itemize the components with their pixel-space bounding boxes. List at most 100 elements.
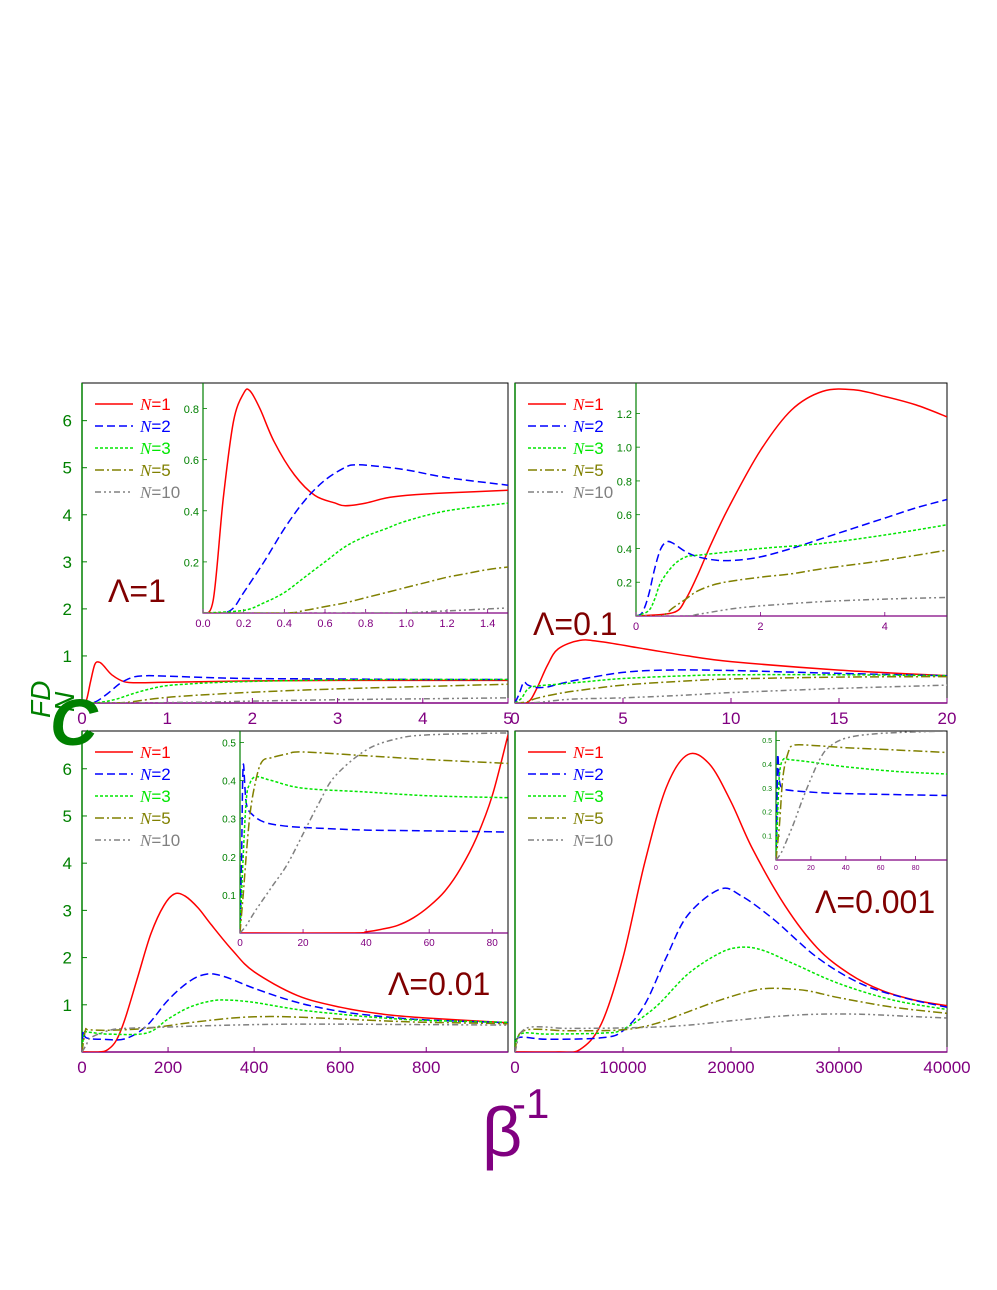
inset-y-tick-label: 0.5 — [222, 738, 236, 749]
legend-label-N10: N=10 — [572, 483, 613, 502]
x-tick-label: 0 — [510, 1058, 519, 1077]
inset-series-N10 — [203, 607, 508, 613]
x-tick-label: 0 — [77, 1058, 86, 1077]
panel-title: Λ=0.1 — [533, 606, 618, 642]
series-N2 — [515, 887, 947, 1052]
inset-x-tick-label: 4 — [882, 621, 888, 633]
x-axis-label: β — [482, 1093, 522, 1171]
x-tick-label: 20 — [938, 709, 957, 728]
inset-x-tick-label: 60 — [424, 938, 436, 949]
inset-y-tick-label: 0.2 — [617, 578, 632, 590]
panel-title: Λ=1 — [108, 573, 166, 609]
x-tick-label: 800 — [412, 1058, 440, 1077]
inset-y-tick-label: 0.1 — [762, 834, 772, 841]
legend-label-N2: N=2 — [572, 765, 604, 784]
series-N3 — [515, 946, 947, 1052]
y-tick-label: 6 — [63, 412, 72, 431]
inset-series-N5 — [636, 549, 947, 616]
inset-frame — [635, 382, 948, 617]
x-tick-label: 4 — [418, 709, 427, 728]
inset-series-N10 — [240, 732, 508, 933]
legend-label-N10: N=10 — [572, 831, 613, 850]
panel-2: 0 5 10 15 20 Λ=0.1 N=1 N=2 N=3 N=5 N=10 0 2 4 0.2 0.4 0.… — [510, 382, 957, 728]
x-tick-label: 0 — [510, 709, 519, 728]
inset-y-tick-label: 0.3 — [222, 815, 236, 826]
inset-y-tick-label: 0.8 — [617, 476, 632, 488]
legend-label-N3: N=3 — [572, 439, 604, 458]
inset-series-N1 — [203, 388, 508, 613]
series-N5 — [82, 1015, 508, 1052]
legend-label-N10: N=10 — [139, 831, 180, 850]
inset-x-tick-label: 0.2 — [236, 618, 251, 630]
inset-frame — [202, 382, 509, 614]
series-N10 — [515, 1013, 947, 1052]
x-tick-label: 1 — [162, 709, 171, 728]
inset-x-tick-label: 60 — [877, 865, 885, 872]
inset-series-N2 — [203, 464, 508, 613]
series-N2 — [515, 669, 947, 703]
inset-y-tick-label: 0.3 — [762, 786, 772, 793]
inset-x-tick-label: 20 — [297, 938, 309, 949]
y-tick-label: 2 — [63, 949, 72, 968]
inset-y-tick-label: 0.6 — [617, 510, 632, 522]
x-tick-label: 5 — [618, 709, 627, 728]
inset-y-tick-label: 0.4 — [617, 544, 632, 556]
inset-x-tick-label: 0 — [633, 621, 639, 633]
y-axis-label-superscript: FD — [25, 681, 56, 718]
inset-x-tick-label: 80 — [487, 938, 499, 949]
x-tick-label: 200 — [154, 1058, 182, 1077]
inset-x-tick-label: 0.8 — [358, 618, 373, 630]
legend-label-N2: N=2 — [139, 765, 171, 784]
legend-label-N1: N=1 — [139, 743, 171, 762]
legend-label-N5: N=5 — [572, 809, 604, 828]
inset-y-tick-label: 0.4 — [762, 762, 772, 769]
x-tick-label: 15 — [830, 709, 849, 728]
inset-y-tick-label: 0.4 — [184, 506, 199, 518]
y-axis-label: C — [50, 685, 99, 759]
legend-label-N2: N=2 — [572, 417, 604, 436]
y-tick-label: 5 — [63, 807, 72, 826]
inset-1: 0.0 0.2 0.4 0.6 0.8 1.0 1.2 1.4 0.2 0.4 0.6 0.8 — [184, 382, 509, 630]
inset-y-tick-label: 1.0 — [617, 443, 632, 455]
inset-series-N10 — [776, 731, 947, 860]
inset-series-N2 — [240, 763, 508, 933]
inset-y-tick-label: 0.2 — [222, 853, 236, 864]
inset-y-tick-label: 1.2 — [617, 409, 632, 421]
x-tick-label: 10 — [722, 709, 741, 728]
series-N5 — [82, 683, 508, 703]
inset-series-N5 — [240, 751, 508, 933]
y-tick-label: 3 — [63, 901, 72, 920]
series-N10 — [82, 1023, 508, 1052]
y-tick-label: 3 — [63, 553, 72, 572]
series-N10 — [515, 684, 947, 703]
y-axis-label-subscript: N — [49, 691, 80, 712]
x-tick-label: 2 — [248, 709, 257, 728]
panel-3: 0 200 400 600 800123456Λ=0.01N=1N=2N=3N=5N=1… — [63, 730, 509, 1077]
series-N1 — [515, 639, 947, 703]
series-N5 — [515, 675, 947, 703]
y-tick-label: 1 — [63, 647, 72, 666]
y-tick-label: 6 — [63, 760, 72, 779]
inset-x-tick-label: 40 — [842, 865, 850, 872]
inset-x-tick-label: 2 — [757, 621, 763, 633]
legend-label-N3: N=3 — [139, 787, 171, 806]
x-tick-label: 30000 — [815, 1058, 862, 1077]
y-tick-label: 4 — [63, 506, 72, 525]
inset-x-tick-label: 1.2 — [439, 618, 454, 630]
inset-series-N3 — [776, 757, 947, 860]
inset-x-tick-label: 0.4 — [277, 618, 292, 630]
inset-y-tick-label: 0.2 — [762, 810, 772, 817]
y-tick-label: 1 — [63, 996, 72, 1015]
x-axis-label-superscript: -1 — [512, 1080, 549, 1127]
series-N3 — [82, 999, 508, 1052]
legend-label-N3: N=3 — [139, 439, 171, 458]
legend-label-N10: N=10 — [139, 483, 180, 502]
legend-label-N3: N=3 — [572, 787, 604, 806]
series-N1 — [82, 892, 508, 1052]
series-N2 — [82, 973, 508, 1052]
inset-series-N3 — [636, 524, 947, 616]
series-N10 — [82, 697, 508, 703]
inset-y-tick-label: 0.6 — [184, 455, 199, 467]
